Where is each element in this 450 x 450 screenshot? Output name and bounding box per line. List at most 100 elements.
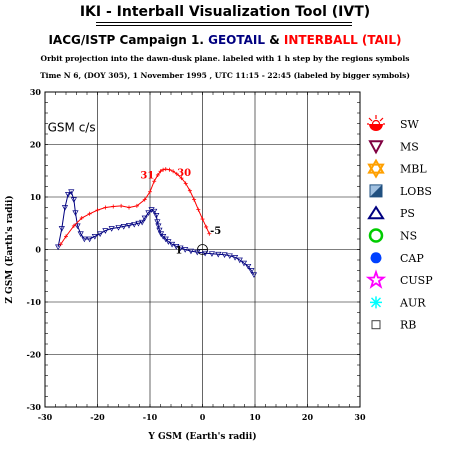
interball-point xyxy=(58,242,63,247)
title-rule-top xyxy=(96,22,352,23)
x-tick-label: -30 xyxy=(38,412,53,422)
hour-annotation: 1 xyxy=(175,246,182,257)
geotail-point xyxy=(77,231,84,237)
geotail-point xyxy=(173,244,180,250)
geotail-point xyxy=(120,224,127,230)
x-tick-label: 30 xyxy=(354,412,366,422)
interball-point xyxy=(142,197,147,202)
geotail-point xyxy=(65,192,72,198)
sw-icon-ring xyxy=(371,119,381,129)
legend-label-lobs: LOBS xyxy=(400,185,432,198)
geotail-point xyxy=(182,247,189,253)
interball-label: INTERBALL (TAIL) xyxy=(283,33,402,47)
geotail-point xyxy=(70,197,77,203)
geotail-point xyxy=(145,210,152,216)
legend-label-ps: PS xyxy=(400,207,415,220)
interball-point xyxy=(158,169,163,174)
split-square-icon-half xyxy=(370,184,382,197)
x-axis-label: Y GSM (Earth's radii) xyxy=(147,431,256,442)
legend-label-cap: CAP xyxy=(400,252,424,265)
geotail-point xyxy=(97,231,104,237)
geotail-point xyxy=(215,251,222,258)
legend-label-ms: MS xyxy=(400,140,419,153)
geotail-point xyxy=(154,219,161,225)
geotail-point xyxy=(125,223,133,229)
legend-label-sw: SW xyxy=(400,118,420,131)
x-tick-label: 10 xyxy=(249,412,261,422)
geotail-point xyxy=(61,205,69,211)
interball-point xyxy=(204,224,209,229)
interball-point xyxy=(192,197,197,202)
campaign-label: IACG/ISTP Campaign 1. xyxy=(48,33,204,47)
geotail-point xyxy=(81,236,88,243)
geotail-point xyxy=(153,213,160,219)
interball-point xyxy=(196,207,201,212)
geotail-point xyxy=(165,239,172,245)
geotail-point xyxy=(139,219,146,226)
interball-point xyxy=(152,179,157,184)
geotail-point xyxy=(187,248,195,255)
interball-point xyxy=(155,172,160,177)
x-tick-label: -10 xyxy=(143,412,158,422)
legend-label-cusp: CUSP xyxy=(400,274,433,287)
interball-point xyxy=(111,204,116,209)
geotail-point xyxy=(160,234,167,240)
legend-label-aur: AUR xyxy=(399,296,426,309)
interball-point xyxy=(163,167,168,172)
interball-point xyxy=(134,203,139,208)
interball-point xyxy=(183,181,188,186)
legend-label-rb: RB xyxy=(400,319,416,332)
geotail-point xyxy=(141,215,148,222)
title-rule-bottom xyxy=(96,25,352,26)
square-icon xyxy=(371,320,381,330)
interball-point xyxy=(174,171,179,176)
geotail-point xyxy=(162,236,169,243)
interball-point xyxy=(207,231,212,236)
hour-annotation: 30 xyxy=(177,168,191,179)
interball-point xyxy=(95,208,100,213)
interball-point xyxy=(171,169,176,174)
geotail-point xyxy=(226,253,233,260)
y-tick-label: 10 xyxy=(30,192,42,202)
interball-point xyxy=(103,205,108,210)
geotail-point xyxy=(245,263,252,270)
interball-point xyxy=(200,217,205,222)
geotail-point xyxy=(102,228,109,234)
geotail-point xyxy=(91,234,98,240)
triangle-down-icon xyxy=(368,140,384,155)
y-tick-label: -10 xyxy=(27,297,42,307)
campaign-subtitle: IACG/ISTP Campaign 1. GEOTAIL & INTERBAL… xyxy=(0,33,450,47)
legend-label-mbl: MBL xyxy=(400,163,427,176)
geotail-point xyxy=(151,208,158,215)
x-tick-label: 20 xyxy=(302,412,314,422)
geotail-point xyxy=(208,251,216,257)
geotail-point xyxy=(168,241,176,248)
x-tick-label: -20 xyxy=(90,412,105,422)
triangle-up-icon xyxy=(367,205,385,220)
projection-note: Orbit projection into the dawn-dusk plan… xyxy=(40,54,410,63)
interball-point xyxy=(119,203,124,208)
amp-label: & xyxy=(269,33,280,47)
y-tick-label: 20 xyxy=(30,140,42,150)
geotail-point xyxy=(194,249,201,256)
geotail-point xyxy=(155,223,162,230)
interball-point xyxy=(167,167,172,172)
interball-point xyxy=(127,205,131,210)
interball-point xyxy=(64,234,68,239)
geotail-point xyxy=(236,257,243,264)
octagon-filled-icon xyxy=(370,252,382,264)
x-tick-label: 0 xyxy=(200,412,206,422)
y-tick-label: -20 xyxy=(27,350,42,360)
time-note: Time N 6, (DOY 305), 1 November 1995 , U… xyxy=(40,71,410,80)
interball-point xyxy=(87,211,92,216)
star-of-david-icon-inv xyxy=(367,163,385,179)
geotail-point xyxy=(231,255,239,261)
asterisk-icon xyxy=(370,296,382,309)
legend-label-ns: NS xyxy=(400,230,417,243)
y-tick-label: 0 xyxy=(35,245,41,255)
geotail-point xyxy=(156,227,163,234)
geotail-point xyxy=(68,189,75,195)
interball-point xyxy=(148,189,152,194)
geotail-point xyxy=(72,210,79,216)
